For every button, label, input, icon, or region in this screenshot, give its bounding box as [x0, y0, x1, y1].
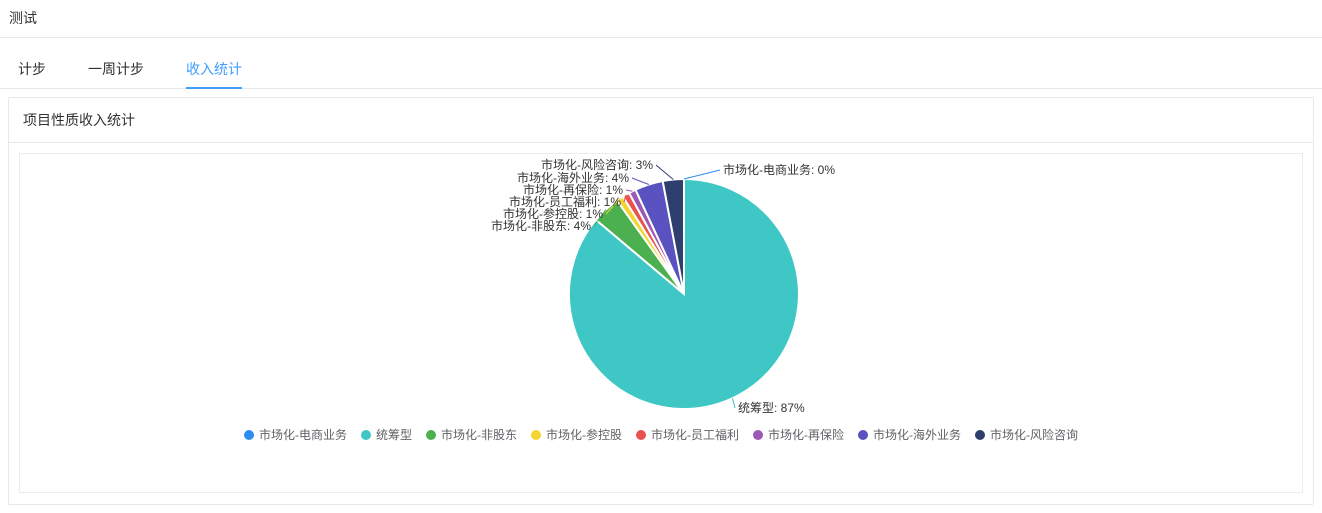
legend-item-0[interactable]: 市场化-电商业务 [243, 426, 347, 443]
legend-item-2[interactable]: 市场化-非股东 [426, 426, 517, 443]
pie-slice-7[interactable] [661, 177, 685, 295]
chart-legend: 市场化-电商业务 统筹型 市场化-非股东 市场化-参控股 市场化-员工福利 市场化-再保险… [20, 426, 1302, 443]
chart-container: 市场化-电商业务: 0% 统筹型: 87% 市场化-非股东: 4% 市场化-参控股: … [19, 153, 1303, 493]
pie-label-line-3 [605, 198, 621, 215]
legend-label: 市场化-海外业务 [873, 428, 961, 442]
legend-item-7[interactable]: 市场化-风险咨询 [975, 426, 1078, 443]
legend-item-6[interactable]: 市场化-海外业务 [858, 426, 961, 443]
pie-label-4: 市场化-员工福利: 1% [509, 194, 621, 209]
pie-label-line-4 [623, 194, 627, 203]
pie-label-3: 市场化-参控股: 1% [503, 206, 603, 221]
pie-label-7: 市场化-风险咨询: 3% [541, 157, 653, 172]
legend-dot [753, 429, 763, 440]
legend-dot [531, 429, 541, 440]
legend-item-4[interactable]: 市场化-员工福利 [636, 426, 739, 443]
legend-label: 市场化-电商业务 [258, 428, 347, 442]
tab-steps[interactable]: 计步 [18, 61, 46, 77]
legend-label: 市场化-风险咨询 [990, 428, 1078, 442]
legend-label: 市场化-员工福利 [651, 428, 739, 442]
legend-dot [975, 429, 985, 440]
tab-income-stats[interactable]: 收入统计 [186, 54, 242, 89]
pie-chart: 市场化-电商业务: 0% 统筹型: 87% 市场化-非股东: 4%市场化-参控股: … [491, 157, 835, 415]
legend-dot [426, 429, 436, 440]
pie-label-line-5 [625, 189, 633, 192]
pie-label-0: 市场化-电商业务: 0% [723, 162, 835, 177]
pie-label-line-7 [655, 164, 674, 180]
card-title: 项目性质收入统计 [23, 112, 135, 128]
legend-dot [243, 429, 254, 440]
pie-label-line-2 [593, 209, 607, 227]
page-title: 测试 [9, 10, 37, 26]
card-header: 项目性质收入统计 [9, 98, 1313, 143]
pie-label-6: 市场化-海外业务: 4% [517, 170, 629, 185]
legend-label: 统筹型 [375, 428, 412, 442]
pie-label-2: 市场化-非股东: 4% [491, 218, 591, 233]
legend-dot [360, 429, 371, 440]
pie-label-1: 统筹型: 87% [738, 401, 805, 415]
legend-item-5[interactable]: 市场化-再保险 [753, 426, 844, 443]
legend-label: 市场化-再保险 [768, 428, 844, 442]
card-body: 市场化-电商业务: 0% 统筹型: 87% 市场化-非股东: 4% 市场化-参控股: … [9, 143, 1313, 503]
legend-label: 市场化-参控股 [546, 428, 622, 442]
tab-weekly-steps[interactable]: 一周计步 [88, 61, 144, 77]
legend-label: 市场化-非股东 [441, 428, 517, 442]
pie-label-line-1 [732, 398, 736, 409]
pie-label-line-0 [683, 169, 721, 180]
chart-card: 项目性质收入统计 市场化-电商业务: 0% 统筹型: 87% 市场化-非股东: 4%… [8, 97, 1314, 505]
page-header: 测试 [0, 0, 1322, 38]
legend-item-1[interactable]: 统筹型 [360, 426, 412, 443]
legend-item-3[interactable]: 市场化-参控股 [531, 426, 622, 443]
legend-dot [858, 429, 868, 440]
legend-dot [636, 429, 646, 440]
pie-label-5: 市场化-再保险: 1% [523, 182, 623, 197]
pie-label-line-6 [631, 177, 649, 185]
tabs-bar: 计步 一周计步 收入统计 [0, 38, 1322, 89]
